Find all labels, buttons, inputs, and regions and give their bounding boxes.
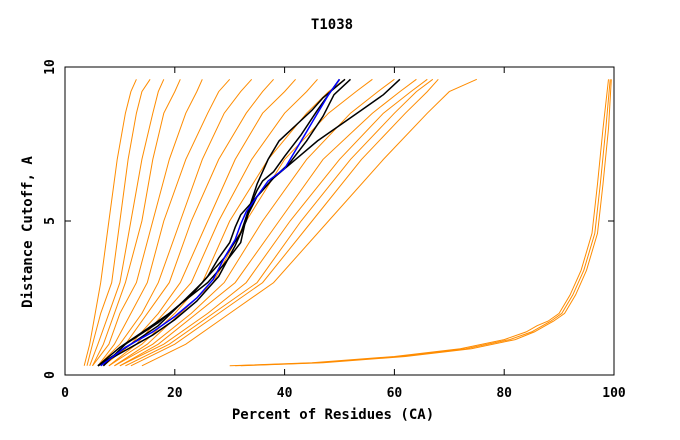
series-line-25 bbox=[100, 78, 341, 367]
series-line-14 bbox=[119, 78, 428, 367]
series-line-11 bbox=[114, 78, 373, 367]
series-line-2 bbox=[89, 79, 165, 366]
x-tick-label: 100 bbox=[602, 386, 626, 401]
series-layer bbox=[83, 78, 612, 367]
series-line-1 bbox=[86, 79, 151, 366]
series-line-7 bbox=[103, 78, 274, 367]
series-line-20 bbox=[240, 79, 612, 367]
x-tick-label: 40 bbox=[277, 386, 293, 401]
series-line-24 bbox=[97, 78, 352, 367]
series-line-0 bbox=[83, 79, 137, 366]
chart-title: T1038 bbox=[311, 17, 353, 33]
x-axis-label: Percent of Residues (CA) bbox=[232, 407, 434, 423]
series-line-21 bbox=[97, 78, 341, 367]
series-line-18 bbox=[229, 79, 609, 367]
series-line-6 bbox=[97, 78, 253, 367]
y-tick-label: 10 bbox=[43, 59, 58, 75]
ticks-layer: 0 20 40 60 80 100 0 5 10 bbox=[43, 59, 626, 401]
series-line-16 bbox=[130, 78, 439, 367]
series-line-19 bbox=[235, 79, 611, 367]
series-line-23 bbox=[102, 78, 401, 367]
x-tick-label: 60 bbox=[387, 386, 403, 401]
y-tick-label: 0 bbox=[43, 371, 58, 379]
y-tick-label: 5 bbox=[43, 217, 58, 225]
series-line-3 bbox=[92, 79, 181, 367]
x-tick-label: 0 bbox=[61, 386, 69, 401]
x-tick-label: 80 bbox=[496, 386, 512, 401]
series-line-12 bbox=[114, 78, 395, 367]
series-line-15 bbox=[125, 78, 434, 367]
y-axis-label: Distance Cutoff, A bbox=[20, 156, 36, 308]
series-line-5 bbox=[97, 78, 231, 367]
series-line-17 bbox=[141, 78, 478, 367]
series-line-22 bbox=[97, 78, 346, 367]
x-tick-label: 20 bbox=[167, 386, 183, 401]
series-line-13 bbox=[119, 78, 417, 367]
series-line-4 bbox=[92, 79, 203, 367]
